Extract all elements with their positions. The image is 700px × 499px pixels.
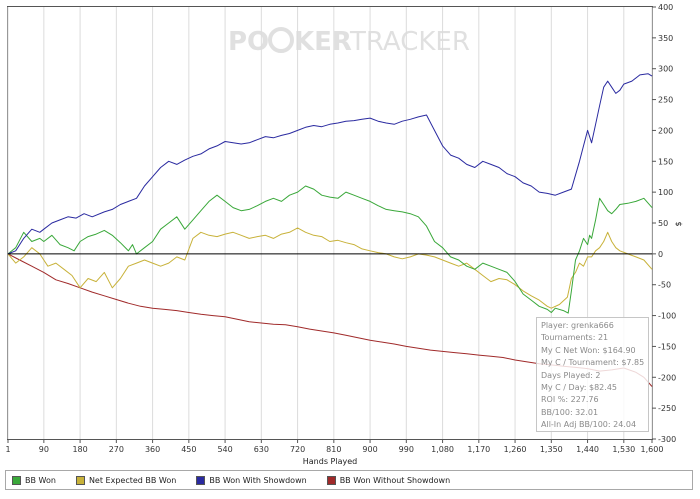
tooltip-tournaments: Tournaments: 21: [541, 333, 609, 343]
y-axis-title: $: [674, 221, 683, 226]
x-tick-label: 630: [254, 445, 269, 454]
x-tick-label: 990: [399, 445, 414, 454]
legend-label-without-showdown: BB Won Without Showdown: [339, 475, 451, 485]
x-axis-ticks: 1 90 180 270 360 450 540 630 720 810 900 990 1,080 1,…: [5, 439, 663, 454]
y-axis-ticks: 400 350 300 250 200 150 100 50 0 -50 -100 -150 -200 -…: [652, 3, 676, 444]
watermark-chip-icon: [268, 27, 294, 53]
y-tick-label: 200: [658, 126, 673, 135]
y-tick-label: 350: [658, 34, 673, 43]
y-tick-label: -300: [658, 435, 676, 444]
legend: BB Won Net Expected BB Won BB Won With S…: [5, 470, 693, 490]
y-tick-label: 300: [658, 65, 673, 74]
x-tick-label: 180: [72, 445, 87, 454]
y-tick-label: -250: [658, 404, 676, 413]
y-tick-label: 0: [658, 250, 663, 259]
y-tick-label: 100: [658, 188, 673, 197]
watermark-text-ker: KER: [294, 27, 352, 57]
x-tick-label: 360: [145, 445, 160, 454]
x-tick-label: 1,350: [540, 445, 563, 454]
legend-swatch-without-showdown: [326, 475, 336, 485]
tooltip-bb100: BB/100: 32.01: [541, 407, 599, 417]
x-tick-label: 1,440: [576, 445, 599, 454]
x-axis-title: Hands Played: [303, 457, 357, 466]
tooltip-roi: ROI %: 227.76: [541, 395, 599, 405]
y-tick-label: 400: [658, 3, 673, 12]
y-tick-label: 150: [658, 157, 673, 166]
tooltip-per-day: My C / Day: $82.45: [541, 382, 617, 392]
watermark: PO KER TRACKER: [228, 27, 470, 57]
legend-item-net-expected[interactable]: Net Expected BB Won: [75, 475, 177, 485]
series-line-bb-won-with-showdown: [7, 73, 653, 255]
x-tick-label: 1,170: [467, 445, 490, 454]
stats-tooltip: Player: grenka666 Tournaments: 21 My C N…: [536, 317, 649, 432]
legend-label-bb-won: BB Won: [25, 475, 56, 485]
y-tick-label: -150: [658, 342, 676, 351]
x-tick-label: 450: [181, 445, 196, 454]
legend-label-with-showdown: BB Won With Showdown: [209, 475, 307, 485]
y-tick-label: 250: [658, 96, 673, 105]
x-tick-label: 1,080: [431, 445, 454, 454]
x-tick-label: 1,600: [641, 445, 664, 454]
x-tick-label: 900: [362, 445, 377, 454]
x-tick-label: 90: [39, 445, 49, 454]
x-tick-label: 1,530: [612, 445, 635, 454]
legend-label-net-expected: Net Expected BB Won: [88, 475, 177, 485]
x-tick-label: 810: [326, 445, 341, 454]
x-tick-label: 270: [109, 445, 124, 454]
y-tick-label: 50: [658, 219, 668, 228]
legend-item-with-showdown[interactable]: BB Won With Showdown: [196, 475, 307, 485]
tooltip-per-tournament: My C / Tournament: $7.85: [541, 358, 645, 368]
y-tick-label: -200: [658, 373, 676, 382]
tooltip-allin-bb100: All-In Adj BB/100: 24.04: [541, 420, 637, 430]
y-tick-label: -100: [658, 312, 676, 321]
series-line-bb-won: [7, 185, 653, 314]
x-tick-label: 540: [217, 445, 232, 454]
legend-swatch-with-showdown: [196, 475, 206, 485]
tooltip-player: Player: grenka666: [541, 321, 614, 330]
watermark-text-po: PO: [228, 27, 269, 57]
x-tick-label: 720: [290, 445, 305, 454]
series-line-net-expected-bb-won: [7, 227, 653, 309]
x-tick-label: 1: [5, 445, 10, 454]
legend-item-bb-won[interactable]: BB Won: [12, 475, 56, 485]
tooltip-net-won: My C Net Won: $164.90: [541, 345, 636, 355]
x-tick-label: 1,260: [504, 445, 527, 454]
legend-swatch-bb-won: [12, 475, 21, 485]
watermark-text-tracker: TRACKER: [349, 27, 470, 57]
legend-item-without-showdown[interactable]: BB Won Without Showdown: [326, 475, 451, 485]
y-tick-label: -50: [658, 281, 671, 290]
tooltip-days-played: Days Played: 2: [541, 370, 601, 380]
legend-swatch-net-expected: [75, 475, 85, 485]
